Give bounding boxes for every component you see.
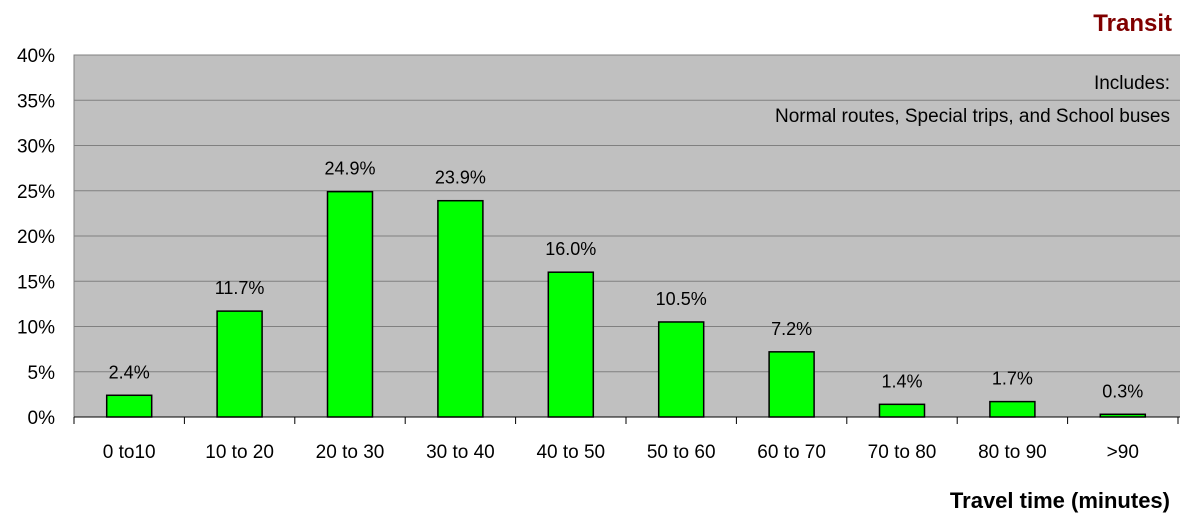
x-tick-label: 40 to 50 xyxy=(536,442,605,463)
y-tick-label: 40% xyxy=(17,46,55,67)
annotation-trip-types: Normal routes, Special trips, and School… xyxy=(775,106,1170,127)
x-tick-label: 80 to 90 xyxy=(978,442,1047,463)
bars xyxy=(105,190,1147,418)
data-labels: 2.4% 11.7% 24.9% 23.9% 16.0% 10.5% 7.2% 1.4% 1.7… xyxy=(109,159,1144,402)
data-label: 23.9% xyxy=(435,168,486,188)
bar xyxy=(216,310,263,418)
y-tick-label: 10% xyxy=(17,318,55,339)
y-tick-label: 30% xyxy=(17,137,55,158)
y-tick-label: 20% xyxy=(17,227,55,248)
bar xyxy=(989,400,1036,418)
y-tick-label: 5% xyxy=(28,363,56,384)
data-label: 2.4% xyxy=(109,362,150,382)
x-tick-label: 30 to 40 xyxy=(426,442,495,463)
bar xyxy=(768,351,815,418)
bar xyxy=(105,394,153,418)
data-label: 1.4% xyxy=(881,371,922,391)
x-tick-label: 20 to 30 xyxy=(316,442,385,463)
x-tick-label: 60 to 70 xyxy=(757,442,826,463)
bar xyxy=(657,321,705,418)
bar xyxy=(326,190,374,418)
x-tick-label: >90 xyxy=(1107,442,1139,463)
data-label: 24.9% xyxy=(324,159,375,179)
y-tick-label: 15% xyxy=(17,272,55,293)
y-axis-tick-labels: 0% 5% 10% 15% 20% 25% 30% 35% 40% xyxy=(17,46,55,429)
data-label: 11.7% xyxy=(215,278,265,298)
x-axis-tick-labels: 0 to10 10 to 20 20 to 30 30 to 40 40 to 50 50… xyxy=(73,417,1179,463)
bar xyxy=(437,199,484,418)
x-tick-label: 0 to10 xyxy=(103,442,156,463)
data-label: 16.0% xyxy=(545,239,596,259)
x-tick-label: 10 to 20 xyxy=(205,442,274,463)
y-tick-label: 0% xyxy=(28,408,56,429)
data-label: 7.2% xyxy=(771,319,812,339)
chart-title: Transit xyxy=(1093,10,1172,37)
data-label: 0.3% xyxy=(1102,381,1143,401)
data-label: 1.7% xyxy=(992,369,1033,389)
bar xyxy=(878,403,926,418)
x-axis-label: Travel time (minutes) xyxy=(950,488,1170,513)
y-tick-label: 35% xyxy=(17,91,55,112)
x-tick-label: 50 to 60 xyxy=(647,442,716,463)
annotation-includes: Includes: xyxy=(1094,73,1170,94)
x-tick-label: 70 to 80 xyxy=(868,442,937,463)
bar xyxy=(547,271,595,418)
data-label: 10.5% xyxy=(656,289,707,309)
y-tick-label: 25% xyxy=(17,182,55,203)
